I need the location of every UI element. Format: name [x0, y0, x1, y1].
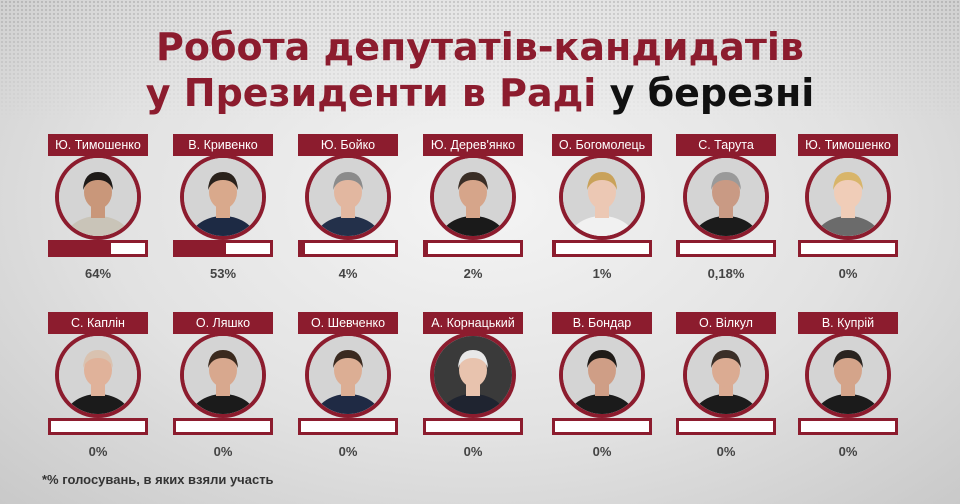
candidate-card: С. Тарута 0,18%	[676, 134, 776, 294]
candidate-card: В. Купрій 0%	[798, 312, 898, 472]
participation-value: 1%	[592, 266, 612, 281]
candidate-card: О. Богомолець 1%	[552, 134, 652, 294]
candidate-name: О. Шевченко	[298, 312, 398, 334]
participation-value: 0%	[592, 444, 612, 459]
candidate-card: Ю. Бойко 4%	[298, 134, 398, 294]
candidate-name: О. Богомолець	[552, 134, 652, 156]
candidate-photo	[559, 332, 645, 418]
candidate-name: Ю. Бойко	[298, 134, 398, 156]
candidate-card: С. Каплін 0%	[48, 312, 148, 472]
participation-value: 0%	[716, 444, 736, 459]
participation-bar-fill	[301, 243, 305, 254]
title-black-part: у березні	[609, 71, 815, 115]
participation-value: 0%	[463, 444, 483, 459]
participation-bar	[798, 240, 898, 257]
candidate-name: Ю. Дерев'янко	[423, 134, 523, 156]
candidate-card: О. Ляшко 0%	[173, 312, 273, 472]
participation-bar	[552, 418, 652, 435]
participation-value: 0%	[838, 266, 858, 281]
candidate-card: В. Бондар 0%	[552, 312, 652, 472]
participation-bar	[676, 240, 776, 257]
participation-value: 53%	[209, 266, 237, 281]
participation-bar	[423, 240, 523, 257]
dotted-background	[0, 0, 960, 120]
candidate-photo	[55, 154, 141, 240]
participation-value: 64%	[84, 266, 112, 281]
candidate-card: Ю. Тимошенко 64%	[48, 134, 148, 294]
participation-bar	[552, 240, 652, 257]
candidate-name: В. Купрій	[798, 312, 898, 334]
participation-bar-fill	[176, 243, 226, 254]
candidate-name: В. Бондар	[552, 312, 652, 334]
participation-bar	[298, 418, 398, 435]
participation-bar	[48, 418, 148, 435]
candidate-name: А. Корнацький	[423, 312, 523, 334]
title-red-part: у Президенти в Раді	[145, 71, 597, 115]
candidate-photo	[180, 154, 266, 240]
candidate-name: О. Вілкул	[676, 312, 776, 334]
participation-bar-fill	[555, 243, 556, 254]
candidate-card: В. Кривенко 53%	[173, 134, 273, 294]
candidate-photo	[805, 332, 891, 418]
participation-bar	[676, 418, 776, 435]
participation-bar	[173, 240, 273, 257]
participation-bar	[798, 418, 898, 435]
candidate-card: Ю. Дерев'янко 2%	[423, 134, 523, 294]
candidate-card: Ю. Тимошенко 0%	[798, 134, 898, 294]
participation-bar	[48, 240, 148, 257]
candidate-photo	[305, 154, 391, 240]
participation-value: 0,18%	[707, 266, 745, 281]
candidate-photo	[430, 332, 516, 418]
candidate-photo	[180, 332, 266, 418]
candidate-name: Ю. Тимошенко	[48, 134, 148, 156]
candidate-photo	[805, 154, 891, 240]
page-title-line1: Робота депутатів-кандидатів	[156, 25, 804, 69]
participation-value: 2%	[463, 266, 483, 281]
candidate-name: С. Тарута	[676, 134, 776, 156]
candidate-card: А. Корнацький 0%	[423, 312, 523, 472]
participation-bar-fill	[426, 243, 428, 254]
candidate-photo	[683, 154, 769, 240]
participation-value: 0%	[213, 444, 233, 459]
candidate-photo	[305, 332, 391, 418]
participation-bar-fill	[51, 243, 112, 254]
candidate-name: В. Кривенко	[173, 134, 273, 156]
footnote: *% голосувань, в яких взяли участь	[42, 472, 274, 487]
candidate-name: С. Каплін	[48, 312, 148, 334]
candidate-name: Ю. Тимошенко	[798, 134, 898, 156]
participation-bar	[298, 240, 398, 257]
candidate-photo	[55, 332, 141, 418]
page-title-line2: у Президенти в Раді у березні	[0, 70, 960, 116]
participation-bar	[173, 418, 273, 435]
candidate-card: О. Шевченко 0%	[298, 312, 398, 472]
candidate-card: О. Вілкул 0%	[676, 312, 776, 472]
candidate-name: О. Ляшко	[173, 312, 273, 334]
participation-value: 0%	[838, 444, 858, 459]
participation-bar	[423, 418, 523, 435]
participation-value: 0%	[338, 444, 358, 459]
candidate-photo	[559, 154, 645, 240]
candidate-photo	[683, 332, 769, 418]
participation-value: 0%	[88, 444, 108, 459]
participation-value: 4%	[338, 266, 358, 281]
candidate-photo	[430, 154, 516, 240]
